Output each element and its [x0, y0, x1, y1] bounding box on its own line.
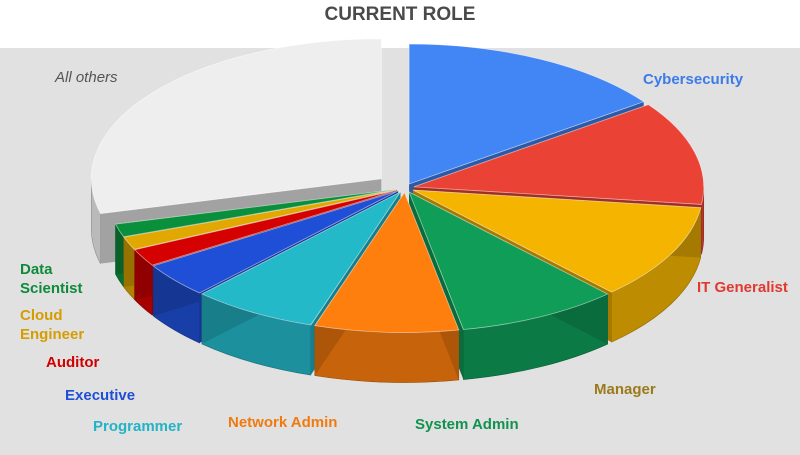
slice-manager — [412, 189, 702, 293]
label-auditor: Auditor — [46, 354, 100, 371]
slice-system-admin — [408, 191, 609, 330]
slice-cloud-engineer — [123, 189, 397, 250]
label-manager: Manager — [594, 381, 656, 398]
label-data-scientist: Data Scientist — [20, 261, 83, 297]
label-cloud-engineer: Cloud Engineer — [20, 307, 85, 343]
label-executive: Executive — [65, 387, 136, 404]
label-all-others: All others — [55, 69, 118, 86]
slice-it-generalist — [413, 104, 705, 205]
label-programmer: Programmer — [93, 418, 183, 435]
slice-network-admin — [314, 191, 460, 333]
slice-data-scientist — [114, 188, 397, 238]
slice-executive — [152, 190, 399, 294]
label-system-admin: System Admin — [415, 416, 519, 433]
slice-programmer — [200, 191, 401, 326]
label-network-admin: Network Admin — [228, 414, 338, 431]
label-it-generalist: IT Generalist — [697, 279, 788, 296]
label-cybersecurity: Cybersecurity — [643, 71, 744, 88]
slice-all-others — [90, 38, 382, 215]
slice-auditor — [133, 189, 398, 266]
slice-cybersecurity — [408, 43, 645, 185]
chart-title: CURRENT ROLE — [324, 4, 476, 25]
